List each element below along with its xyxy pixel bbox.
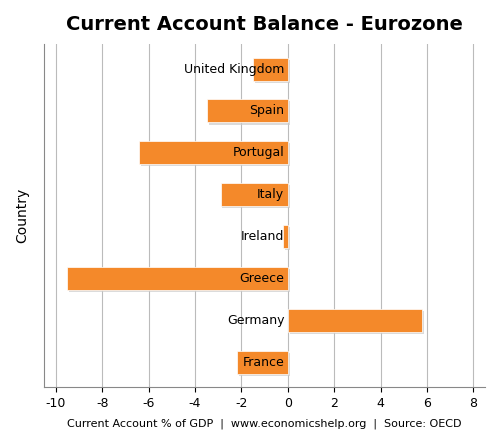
FancyBboxPatch shape (255, 59, 290, 83)
FancyBboxPatch shape (141, 143, 290, 166)
Text: Portugal: Portugal (232, 147, 284, 159)
Text: Greece: Greece (240, 272, 284, 285)
Text: France: France (242, 356, 284, 369)
Bar (288, 309, 422, 332)
FancyBboxPatch shape (70, 269, 290, 292)
Bar (68, 267, 288, 290)
FancyBboxPatch shape (208, 102, 290, 124)
Text: United Kingdom: United Kingdom (184, 63, 284, 75)
Title: Current Account Balance - Eurozone: Current Account Balance - Eurozone (66, 15, 463, 34)
Text: Italy: Italy (257, 188, 284, 201)
FancyBboxPatch shape (238, 353, 290, 376)
X-axis label: Current Account % of GDP  |  www.economicshelp.org  |  Source: OECD: Current Account % of GDP | www.economics… (68, 419, 462, 429)
FancyBboxPatch shape (222, 185, 290, 208)
Bar (283, 225, 288, 248)
Y-axis label: Country: Country (15, 188, 29, 243)
Text: Spain: Spain (250, 104, 284, 117)
Bar (140, 141, 288, 164)
Text: Germany: Germany (227, 314, 284, 327)
Bar (206, 99, 288, 123)
FancyBboxPatch shape (290, 311, 424, 334)
Bar (237, 351, 288, 374)
Bar (253, 58, 288, 80)
Bar (220, 183, 288, 206)
Text: Ireland: Ireland (241, 230, 284, 243)
FancyBboxPatch shape (285, 227, 290, 250)
